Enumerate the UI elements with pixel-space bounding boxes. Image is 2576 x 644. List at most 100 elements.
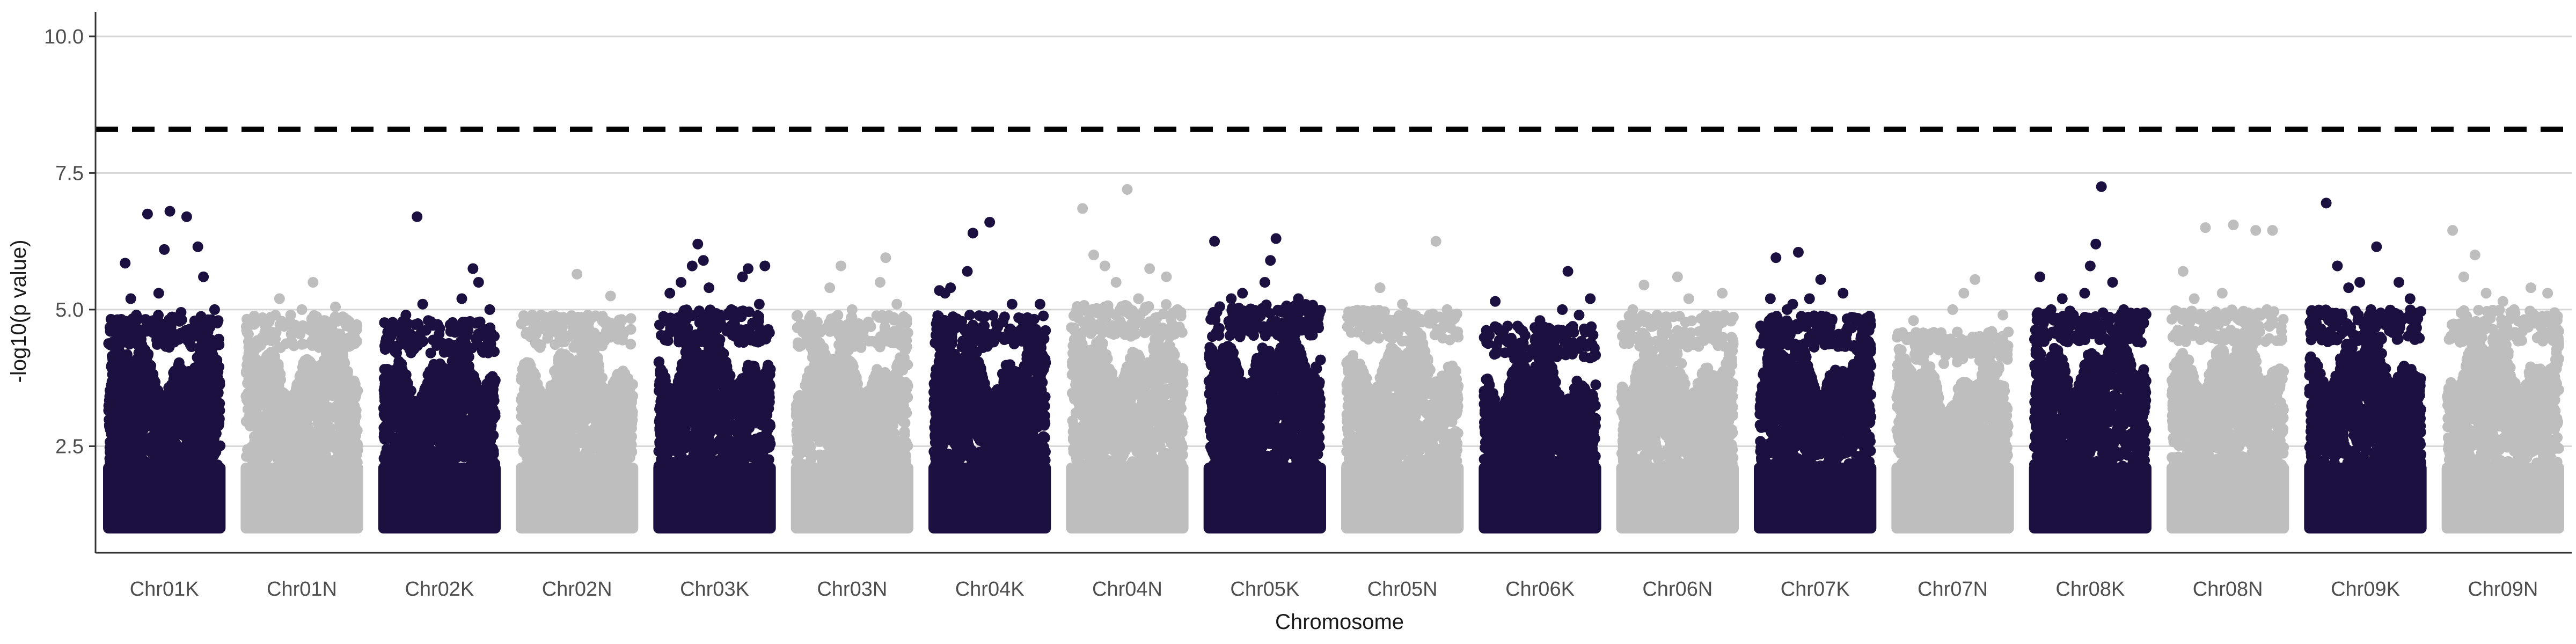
data-point — [567, 387, 579, 398]
data-point — [466, 434, 477, 445]
data-point — [728, 464, 739, 475]
data-point — [434, 437, 445, 448]
data-point-peak — [319, 315, 330, 326]
data-point-peak — [467, 263, 479, 274]
data-point — [201, 464, 213, 475]
data-point — [313, 342, 325, 353]
data-point — [625, 406, 636, 417]
data-point — [603, 412, 614, 423]
data-point — [486, 383, 497, 394]
data-point-peak — [616, 315, 627, 326]
data-point — [249, 406, 260, 417]
data-point — [130, 334, 141, 345]
data-point — [481, 427, 492, 438]
data-point — [532, 441, 544, 452]
data-point — [302, 420, 313, 431]
data-point — [123, 446, 135, 457]
data-point — [103, 463, 114, 474]
data-point — [118, 354, 129, 365]
data-point-peak — [445, 326, 456, 337]
data-point — [737, 403, 748, 414]
data-point — [487, 371, 498, 382]
data-point-peak — [594, 331, 605, 342]
data-point — [296, 389, 308, 400]
data-point — [572, 459, 583, 470]
data-point — [626, 447, 638, 458]
data-point — [431, 377, 442, 389]
data-point — [246, 363, 258, 374]
data-point — [282, 401, 294, 413]
data-point — [616, 423, 627, 434]
data-point — [190, 327, 201, 338]
data-point — [184, 370, 195, 382]
data-point — [663, 463, 674, 474]
data-point — [593, 360, 604, 371]
data-point — [579, 423, 590, 434]
data-point — [517, 399, 529, 410]
data-point — [411, 449, 422, 460]
data-point — [598, 453, 609, 465]
data-point — [452, 403, 463, 414]
data-point — [482, 347, 494, 358]
data-point — [613, 411, 624, 422]
data-point — [145, 414, 157, 425]
data-point-peak — [263, 326, 274, 337]
data-point — [425, 347, 436, 358]
data-point — [297, 410, 308, 421]
chromosome-Chr02K-points — [378, 211, 501, 534]
data-point — [145, 360, 156, 371]
data-point — [388, 434, 399, 445]
data-point — [400, 418, 412, 429]
data-point — [295, 328, 306, 340]
data-point — [270, 466, 282, 477]
data-point — [727, 397, 738, 408]
data-point — [211, 355, 222, 367]
data-point — [722, 376, 734, 387]
data-point — [525, 426, 536, 437]
data-point — [380, 366, 392, 377]
data-point — [390, 343, 401, 354]
data-point — [480, 456, 492, 467]
data-point — [195, 313, 207, 325]
data-point — [760, 378, 771, 390]
data-point — [602, 384, 613, 396]
data-point — [111, 434, 122, 445]
chromosome-Chr02N-points — [516, 268, 639, 534]
data-point — [144, 457, 155, 469]
data-point — [590, 310, 601, 321]
data-point — [445, 443, 457, 455]
data-point — [584, 450, 595, 462]
data-point — [587, 460, 598, 471]
data-point-peak — [572, 268, 583, 280]
data-point — [474, 316, 486, 327]
data-point — [212, 375, 223, 386]
data-point — [142, 401, 153, 412]
data-point — [561, 397, 573, 408]
data-point — [422, 436, 433, 448]
data-point — [311, 377, 322, 389]
data-point — [283, 319, 294, 330]
data-point — [201, 339, 212, 350]
gridlines — [96, 35, 2572, 447]
data-point — [169, 386, 180, 397]
data-point — [616, 375, 627, 386]
data-point — [307, 448, 318, 459]
data-point-peak — [209, 304, 220, 315]
data-point — [547, 405, 558, 416]
data-point — [435, 366, 447, 377]
data-point — [134, 442, 145, 453]
data-point — [298, 358, 310, 370]
data-point — [245, 445, 257, 457]
data-point — [540, 450, 551, 461]
data-point — [415, 328, 426, 339]
data-point — [428, 425, 439, 436]
data-point — [105, 421, 116, 432]
data-point — [137, 432, 149, 443]
data-point — [705, 416, 716, 428]
data-point — [135, 349, 146, 361]
data-point — [714, 435, 726, 446]
data-point — [157, 451, 168, 463]
data-point — [379, 422, 390, 433]
data-point-peak — [473, 277, 484, 288]
